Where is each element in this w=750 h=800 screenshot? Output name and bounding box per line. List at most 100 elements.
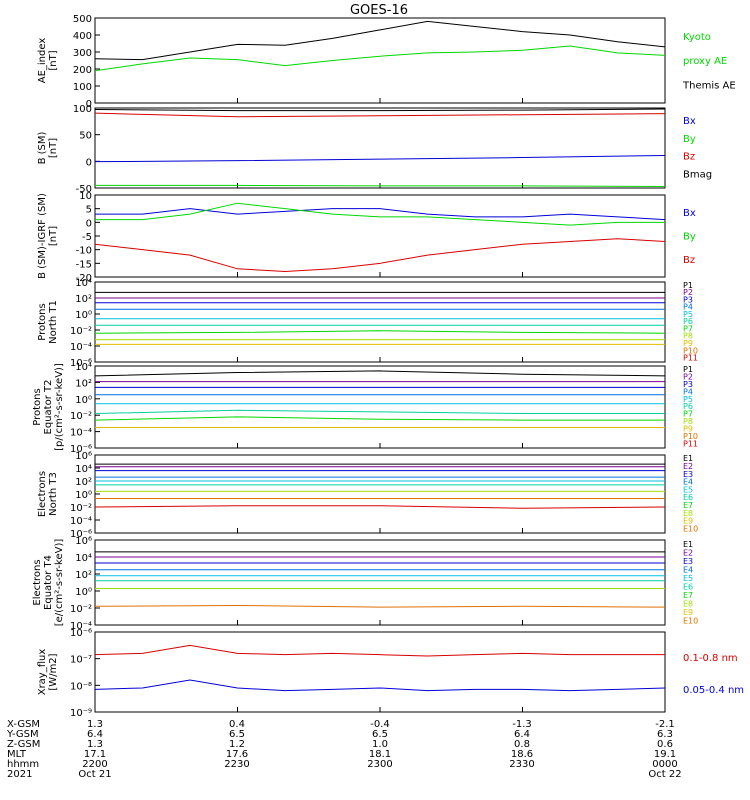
legend-entry: E9	[683, 517, 693, 526]
y-tick-label: -20	[76, 273, 92, 284]
footer-cell: 6.4	[87, 729, 103, 740]
legend-entry: E8	[683, 509, 693, 518]
y-tick-label: 10²	[75, 294, 92, 305]
legend-entry: Bmag	[683, 169, 712, 180]
legend-entry: proxy AE	[683, 56, 727, 67]
footer-cell: 2330	[509, 759, 534, 770]
y-axis-label: Protons	[32, 388, 43, 425]
y-axis-label: B (SM)	[37, 131, 48, 164]
y-tick-label: 10⁻⁴	[70, 621, 92, 632]
legend-entry: E8	[683, 599, 693, 608]
panel-xray: 10⁻⁹ 10⁻⁸ 10⁻⁷ 10⁻⁶ Xray_flux [W/m2] 0.1-0.8 n…	[37, 628, 744, 719]
legend-entry: E6	[683, 582, 693, 591]
footer-cell: -0.4	[370, 719, 390, 730]
footer-row-label: Y-GSM	[6, 729, 39, 740]
series-line-p7	[94, 416, 665, 421]
panel-e2: 10⁻⁴ 10⁻² 10⁰ 10² 10⁴ 10⁶ Electrons Equator T4[…	[32, 536, 698, 632]
panel-bigrf: -20 -15 -10 -5 0 5 10 B (SM)-IGRF (SM) [nT] Bx By B…	[37, 191, 696, 284]
series-line-p7	[94, 330, 666, 334]
y-tick-label: 10²	[75, 570, 92, 581]
y-tick-label: 10⁰	[75, 587, 92, 598]
panel-p2: 10⁻⁶ 10⁻⁴ 10⁻² 10⁰ 10² 10⁴ Protons Equator T2 [p…	[32, 362, 698, 455]
legend-entry: P11	[683, 354, 698, 363]
legend-entry: E10	[683, 524, 698, 533]
footer-cell: 0000	[652, 759, 677, 770]
legend-entry: P9	[683, 339, 693, 348]
y-axis-label: Electrons	[37, 471, 48, 517]
panel-ae: 0 100 200 300 400 500 AE_index [nT] Kyoto proxy A…	[37, 14, 736, 110]
legend-entry: 0.1-0.8 nm	[683, 653, 738, 664]
series-line-bmag	[94, 108, 666, 112]
legend-entry: P3	[683, 295, 693, 304]
legend-entry: E6	[683, 493, 693, 502]
legend-entry: E7	[683, 501, 693, 510]
footer-cell: 6.5	[229, 729, 245, 740]
footer-cell: 0.6	[657, 739, 673, 750]
legend-entry: P2	[683, 288, 693, 297]
panel-bsm: -50 0 50 100 B (SM) [nT] Bx By Bz Bmag	[37, 104, 712, 195]
y-tick-label: 10⁶	[75, 451, 92, 462]
y-axis-label: [W/m2]	[48, 653, 59, 690]
y-axis-label: Electrons	[32, 559, 43, 605]
y-tick-label: 0	[86, 218, 92, 229]
legend-entry: E1	[683, 454, 693, 463]
legend-entry: E9	[683, 608, 693, 617]
legend-entry: E5	[683, 574, 693, 583]
footer-cell: 17.6	[226, 749, 248, 760]
footer-cell: 6.5	[372, 729, 388, 740]
footer-cell: 17.1	[84, 749, 106, 760]
footer-row-label: 2021	[7, 769, 32, 780]
legend-entry: E7	[683, 591, 693, 600]
series-line-e8	[94, 604, 666, 608]
legend-entry: E1	[683, 540, 693, 549]
series-line-0-05-0-4-nm	[94, 679, 666, 692]
footer-row-label: X-GSM	[7, 719, 40, 730]
y-tick-label: 10⁰	[75, 395, 92, 406]
y-tick-label: 50	[79, 131, 92, 142]
y-tick-label: 10⁻⁶	[70, 529, 92, 540]
legend-entry: E4	[683, 565, 693, 574]
legend-entry: P8	[683, 417, 693, 426]
footer-cell: -2.1	[655, 719, 675, 730]
legend-entry: By	[683, 232, 696, 243]
y-tick-label: 10⁴	[75, 362, 92, 373]
legend-entry: E3	[683, 470, 693, 479]
series-line-kyoto-proxy-ae	[94, 45, 666, 72]
footer-cell: -1.3	[512, 719, 532, 730]
y-tick-label: 5	[86, 205, 92, 216]
footer-cell: 18.1	[369, 749, 391, 760]
y-tick-label: 100	[73, 82, 92, 93]
legend-entry: Bx	[683, 116, 696, 127]
y-axis-label: Protons	[37, 303, 48, 340]
panel-frame	[94, 107, 666, 189]
legend-entry: P11	[683, 440, 698, 449]
panel-p1: 10⁻⁶ 10⁻⁴ 10⁻² 10⁰ 10² 10⁴ Protons North T1 P1P2…	[37, 278, 698, 369]
y-axis-label: [p/(cm²-s-sr-keV)]	[54, 363, 65, 451]
y-axis-label: B (SM)-IGRF (SM)	[37, 193, 48, 279]
y-tick-label: 10⁶	[75, 536, 92, 547]
footer-cell: 6.3	[657, 729, 673, 740]
legend-entry: P10	[683, 432, 698, 441]
legend-entry: 0.05-0.4 nm	[683, 685, 744, 696]
y-tick-label: 10⁻²	[70, 604, 92, 615]
y-tick-label: -15	[76, 259, 92, 270]
y-tick-label: 0	[86, 157, 92, 168]
footer-cell: 2200	[82, 759, 107, 770]
y-axis-label: [e/(cm²-s-sr-keV)]	[54, 539, 65, 627]
y-tick-label: 100	[73, 104, 92, 115]
legend-entry: E4	[683, 478, 693, 487]
footer-cell: 0.8	[514, 739, 530, 750]
y-axis-label: Equator T4	[43, 555, 54, 610]
panel-frame	[94, 365, 666, 449]
y-axis-label: Equator T2	[43, 380, 54, 435]
y-tick-label: 10⁻⁴	[70, 516, 92, 527]
series-line-bz	[94, 112, 666, 118]
y-axis-label: AE_index	[37, 38, 48, 84]
series-line-by	[95, 184, 666, 187]
series-line-themis-ae	[94, 20, 666, 61]
footer-row-label: MLT	[7, 749, 27, 760]
series-line-e10	[94, 505, 666, 509]
y-axis-label: [nT]	[48, 138, 59, 158]
y-tick-label: 10⁰	[75, 310, 92, 321]
y-tick-label: 500	[73, 14, 92, 25]
